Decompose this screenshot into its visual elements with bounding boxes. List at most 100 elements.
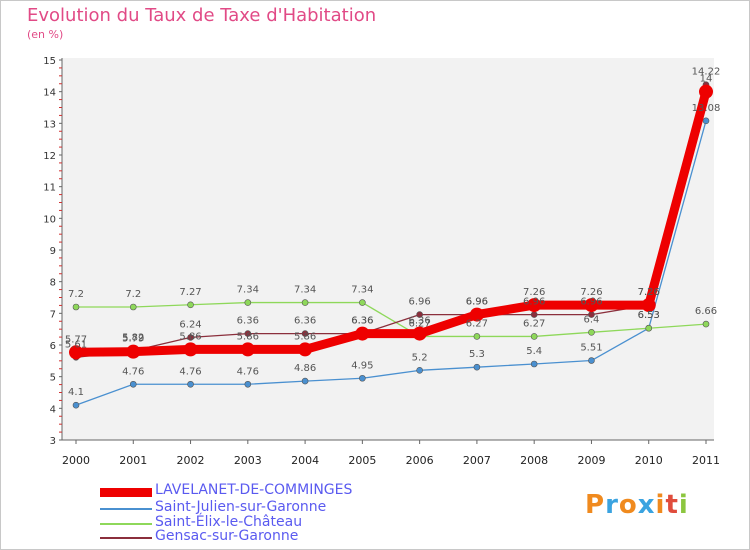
data-label: 5.77 [65, 334, 87, 345]
data-point [359, 299, 366, 306]
x-tick-label: 2010 [635, 454, 663, 467]
y-tick-label: 12 [43, 151, 56, 162]
data-label: 6.96 [580, 297, 602, 308]
data-point [298, 342, 313, 357]
x-tick-label: 2009 [577, 454, 605, 467]
data-label: 4.86 [294, 363, 316, 374]
data-label: 7.34 [237, 285, 259, 296]
x-tick-label: 2006 [406, 454, 434, 467]
data-label: 6.96 [466, 297, 488, 308]
data-label: 13.08 [692, 103, 721, 114]
series-line-0 [71, 87, 711, 357]
data-point [129, 380, 137, 388]
data-point [355, 326, 370, 341]
data-point [473, 333, 481, 340]
data-label: 6.36 [237, 316, 259, 327]
data-label: 7.34 [351, 285, 373, 296]
data-point [702, 117, 710, 125]
data-label: 6.24 [179, 319, 201, 330]
series-line-2 [75, 301, 707, 338]
data-point [244, 380, 252, 388]
legend-label: Saint-Élix-le-Château [155, 514, 303, 530]
data-label: 6.36 [351, 316, 373, 327]
data-point [301, 299, 309, 306]
data-label: 6.53 [638, 310, 660, 321]
x-tick-label: 2004 [291, 454, 319, 467]
series-line-3 [75, 84, 707, 359]
data-point [240, 342, 255, 357]
data-point [530, 333, 538, 340]
data-label: 6.96 [466, 297, 488, 308]
data-point [129, 303, 137, 311]
legend-label: Gensac-sur-Garonne [155, 528, 299, 544]
proxiti-logo: Proxiti [585, 490, 689, 520]
data-label: 6.27 [523, 318, 545, 329]
data-point [412, 326, 427, 341]
x-tick-label: 2005 [348, 454, 376, 467]
data-point [702, 320, 710, 328]
data-label: 6.27 [409, 318, 431, 329]
legend-swatch [100, 508, 152, 510]
x-tick-label: 2003 [234, 454, 262, 467]
legend-swatch [100, 523, 152, 525]
y-tick-label: 8 [50, 278, 56, 289]
data-point [588, 357, 595, 364]
data-point [530, 360, 538, 368]
y-tick-label: 15 [43, 56, 56, 67]
data-label: 5.86 [294, 331, 316, 342]
data-point [469, 307, 484, 322]
data-point [187, 380, 194, 388]
data-label: 5.79 [122, 334, 144, 345]
data-point [416, 367, 423, 374]
data-label: 5.86 [237, 331, 259, 342]
legend-label: Saint-Julien-sur-Garonne [155, 499, 327, 515]
series-line-1 [75, 120, 707, 406]
data-label: 7.26 [523, 287, 545, 298]
data-label: 6.96 [409, 297, 431, 308]
x-tick-label: 2001 [119, 454, 147, 467]
x-tick-label: 2011 [692, 454, 720, 467]
data-point [187, 334, 194, 341]
data-label: 5.51 [580, 343, 602, 354]
data-label: 6.36 [294, 316, 316, 327]
data-point [301, 330, 309, 337]
data-label: 7.34 [294, 285, 316, 296]
legend-swatch [100, 487, 152, 497]
data-label: 7.2 [125, 289, 141, 300]
data-label: 5.82 [122, 333, 144, 344]
data-label: 4.95 [351, 360, 373, 371]
x-tick-label: 2008 [520, 454, 548, 467]
data-label: 14.22 [692, 67, 721, 78]
data-point [645, 324, 653, 332]
data-point [183, 342, 198, 357]
data-point [641, 298, 656, 313]
data-label: 5.2 [412, 352, 428, 363]
data-label: 6.36 [351, 316, 373, 327]
y-tick-label: 14 [43, 88, 56, 99]
data-point [588, 329, 595, 336]
data-point [530, 311, 538, 318]
y-tick-label: 10 [43, 214, 56, 225]
data-label: 6.27 [466, 318, 488, 329]
plot-area [62, 58, 714, 440]
data-label: 7.26 [638, 287, 660, 298]
y-tick-label: 13 [43, 119, 56, 130]
data-point [301, 377, 309, 385]
data-point [72, 303, 80, 311]
y-tick-label: 6 [50, 341, 56, 352]
chart-title: Evolution du Taux de Taxe d'Habitation [27, 5, 377, 26]
y-tick-label: 7 [50, 309, 56, 320]
y-tick-label: 11 [43, 183, 56, 194]
data-label: 6.36 [409, 316, 431, 327]
data-label: 4.1 [68, 387, 84, 398]
data-label: 4.76 [179, 366, 201, 377]
data-point [126, 344, 141, 359]
data-label: 7.26 [580, 287, 602, 298]
data-point [584, 298, 599, 313]
data-point [69, 345, 83, 360]
data-point [244, 330, 252, 337]
data-label: 5.3 [469, 349, 485, 360]
x-tick-label: 2007 [463, 454, 491, 467]
data-label: 6.96 [523, 297, 545, 308]
